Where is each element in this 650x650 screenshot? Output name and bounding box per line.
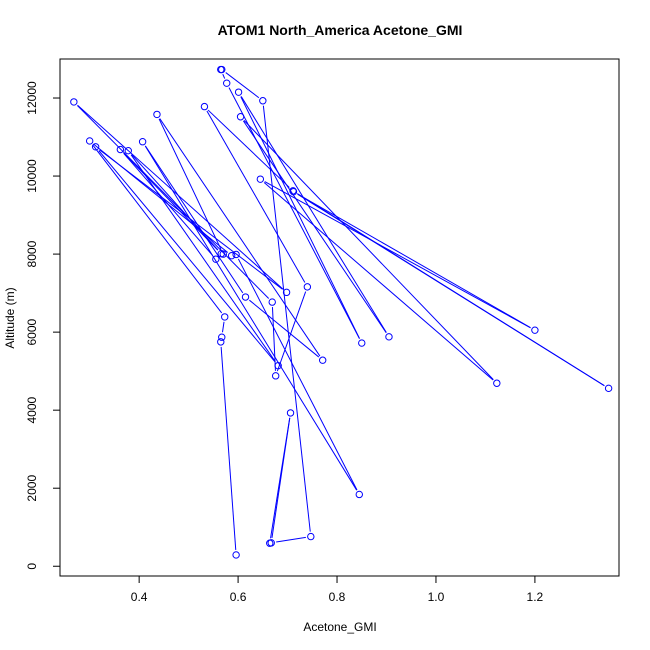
x-tick-label: 1.0 bbox=[428, 590, 445, 604]
data-point bbox=[153, 110, 161, 119]
series-line-segment bbox=[159, 118, 321, 357]
series-line-segment bbox=[243, 120, 494, 380]
y-axis-label: Altitude (m) bbox=[3, 287, 17, 348]
series-line-segment bbox=[228, 87, 360, 339]
series-line-segment bbox=[225, 72, 260, 99]
data-point bbox=[604, 384, 613, 393]
series-line-segment bbox=[130, 154, 276, 362]
data-point bbox=[286, 409, 295, 417]
series-line-segment bbox=[144, 145, 244, 294]
y-tick-label: 4000 bbox=[25, 396, 39, 423]
series-line-segment bbox=[123, 152, 219, 251]
x-tick-label: 0.8 bbox=[329, 590, 346, 604]
series-line-segment bbox=[297, 193, 605, 387]
data-point bbox=[307, 532, 315, 541]
plot-frame bbox=[59, 58, 620, 577]
data-point bbox=[274, 361, 282, 370]
x-tick-label: 0.4 bbox=[131, 590, 148, 604]
series-line-segment bbox=[240, 96, 387, 333]
series-line-segment bbox=[271, 307, 276, 371]
series-line-segment bbox=[270, 417, 291, 539]
series-line-segment bbox=[242, 120, 387, 333]
series-line-segment bbox=[158, 118, 222, 250]
data-point bbox=[259, 97, 267, 105]
series-line-segment bbox=[206, 110, 306, 283]
x-axis-label: Acetone_GMI bbox=[303, 620, 376, 634]
series-line-segment bbox=[240, 96, 361, 339]
series-layer bbox=[70, 65, 613, 559]
data-point bbox=[138, 138, 147, 146]
data-point bbox=[217, 338, 225, 346]
data-point bbox=[212, 255, 220, 263]
data-point bbox=[70, 98, 78, 106]
data-point bbox=[289, 187, 298, 196]
series-line-segment bbox=[237, 258, 358, 491]
y-tick-label: 8000 bbox=[25, 240, 39, 267]
y-tick-label: 0 bbox=[25, 563, 39, 570]
series-line-segment bbox=[207, 109, 290, 188]
data-point bbox=[232, 551, 240, 559]
series-line-segment bbox=[77, 105, 270, 299]
data-point bbox=[256, 175, 265, 183]
data-point bbox=[227, 251, 236, 260]
series-line-segment bbox=[123, 152, 213, 256]
data-point bbox=[385, 333, 393, 341]
series-line-segment bbox=[222, 73, 226, 79]
series-line-segment bbox=[264, 181, 531, 329]
y-axis: 0 2000 4000 6000 8000 10000 12000 bbox=[25, 81, 61, 570]
data-point bbox=[303, 283, 312, 291]
data-point bbox=[358, 339, 366, 347]
data-point bbox=[200, 102, 209, 111]
y-tick-label: 2000 bbox=[25, 475, 39, 502]
series-line-segment bbox=[131, 154, 219, 251]
series-line-segment bbox=[276, 291, 307, 372]
data-point bbox=[282, 288, 291, 297]
data-point bbox=[318, 356, 327, 364]
data-point bbox=[531, 326, 539, 334]
data-point bbox=[241, 293, 250, 301]
data-point bbox=[268, 298, 276, 306]
y-tick-label: 12000 bbox=[25, 81, 39, 115]
x-tick-label: 0.6 bbox=[230, 590, 247, 604]
x-tick-label: 1.2 bbox=[527, 590, 544, 604]
chart-title: ATOM1 North_America Acetone_GMI bbox=[218, 22, 463, 38]
data-point bbox=[221, 313, 229, 321]
series-line-segment bbox=[276, 536, 306, 543]
series-line-segment bbox=[262, 105, 311, 532]
series-line-segment bbox=[249, 299, 320, 358]
data-point bbox=[85, 137, 94, 145]
data-point bbox=[91, 143, 100, 151]
data-point bbox=[218, 65, 226, 74]
data-point bbox=[218, 333, 226, 341]
data-point bbox=[266, 539, 274, 547]
data-point bbox=[124, 146, 132, 155]
series-line-segment bbox=[220, 346, 237, 550]
series-line-segment bbox=[144, 145, 358, 491]
data-point bbox=[223, 79, 231, 87]
series-line-segment bbox=[297, 193, 531, 329]
series-line-segment bbox=[92, 144, 223, 314]
data-point bbox=[217, 250, 225, 258]
y-tick-label: 6000 bbox=[25, 318, 39, 345]
data-point bbox=[116, 145, 125, 154]
x-axis: 0.4 0.6 0.8 1.0 1.2 bbox=[131, 575, 544, 604]
data-point bbox=[232, 250, 240, 259]
series-line-segment bbox=[221, 321, 225, 333]
series-line-segment bbox=[263, 182, 494, 381]
y-tick-label: 10000 bbox=[25, 159, 39, 193]
series-line-segment bbox=[98, 150, 276, 363]
series-line-segment bbox=[77, 104, 284, 290]
data-point bbox=[355, 490, 363, 499]
data-point bbox=[271, 372, 280, 380]
data-point bbox=[234, 88, 243, 96]
data-point bbox=[236, 113, 245, 121]
data-point bbox=[493, 379, 501, 387]
